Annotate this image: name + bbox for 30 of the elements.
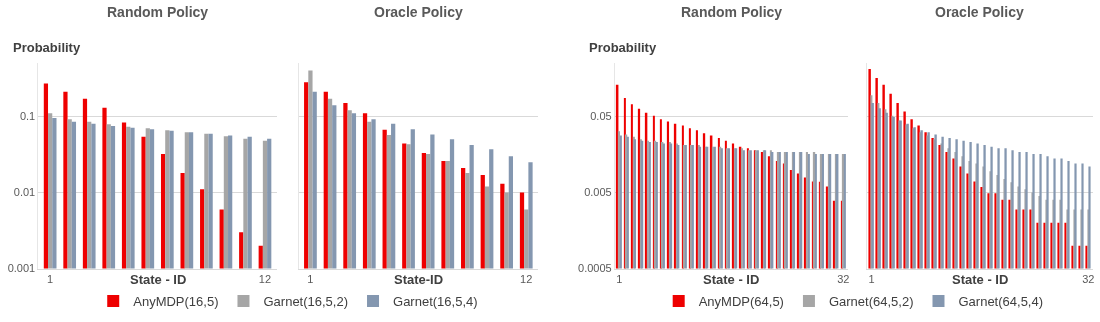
x-axis-title: State - ID [952,272,1009,287]
legend-label: Garnet(64,5,2) [828,294,914,310]
x-tick-label: 1 [868,272,875,285]
chart-title: Random Policy [107,4,209,20]
legend-label: Garnet(64,5,4) [958,294,1044,310]
x-tick-label: 32 [1082,272,1095,285]
x-tick-label: 1 [616,272,623,285]
x-axis-title: State - ID [130,272,187,287]
y-tick-label: 0.001 [7,262,36,275]
x-axis-title: State-ID [394,272,444,287]
x-tick-label: 12 [520,272,533,285]
legend-label: Garnet(16,5,4) [393,294,478,310]
y-tick-label: 0.01 [13,186,36,199]
y-tick-label: 0.1 [19,110,36,123]
x-tick-label: 1 [307,272,314,285]
chart-title: Oracle Policy [374,4,463,20]
x-axis-title: State - ID [703,272,760,287]
legend-label: AnyMDP(64,5) [698,294,784,310]
chart-title: Random Policy [681,4,783,20]
legend-label: Garnet(16,5,2) [263,294,349,310]
chart-title: Oracle Policy [935,4,1024,20]
x-tick-label: 1 [47,272,54,285]
y-tick-label: 0.05 [590,110,612,123]
y-axis-title: Probability [13,40,81,55]
x-tick-label: 12 [258,272,272,285]
y-tick-label: 0.0005 [578,262,612,275]
y-tick-label: 0.005 [584,186,612,199]
x-tick-label: 32 [837,272,850,285]
y-axis-title: Probability [589,40,657,55]
legend-label: AnyMDP(16,5) [133,294,219,310]
